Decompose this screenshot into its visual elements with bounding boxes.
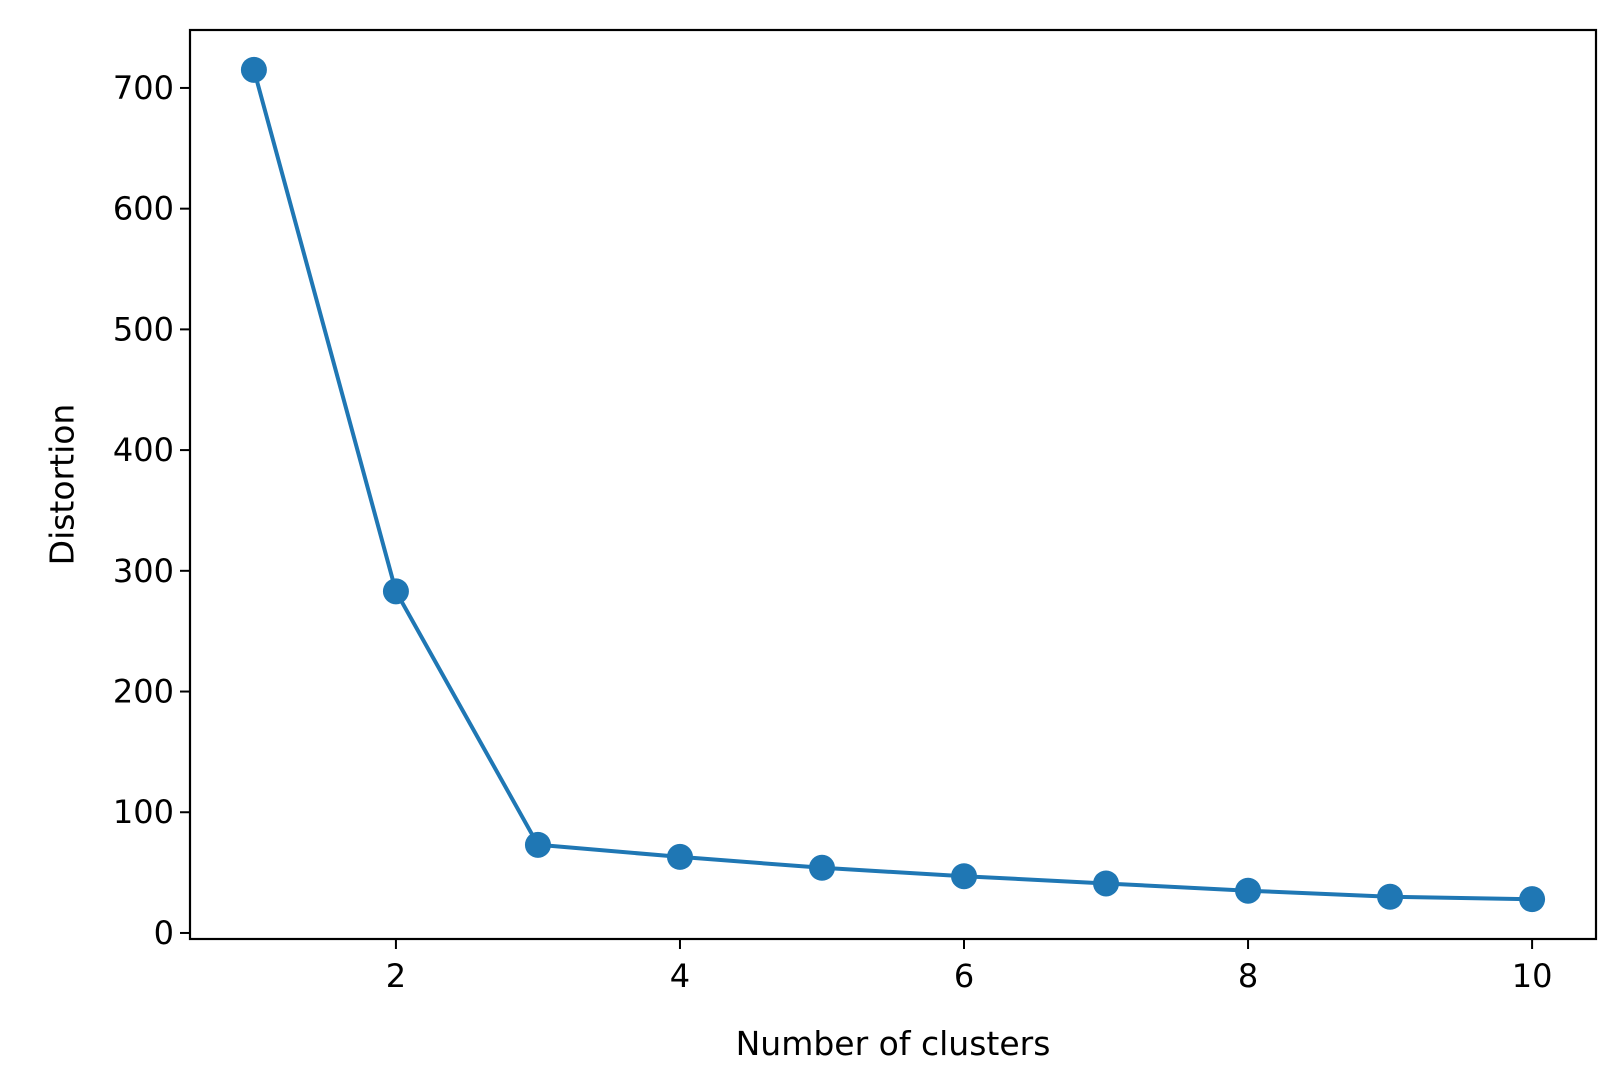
- data-point: [1235, 877, 1262, 904]
- data-point: [382, 578, 409, 605]
- data-point: [666, 843, 693, 870]
- y-tick-label: 600: [113, 190, 174, 228]
- axes-frame: [188, 28, 1598, 941]
- x-axis: 2 4 6 8 10: [386, 939, 1553, 995]
- y-tick-label: 500: [113, 310, 174, 348]
- y-tick-label: 100: [113, 793, 174, 831]
- y-axis-title: Distortion: [43, 404, 82, 566]
- data-point: [524, 831, 551, 858]
- data-point: [240, 56, 267, 83]
- x-axis-title: Number of clusters: [736, 1024, 1051, 1063]
- data-point: [1093, 870, 1120, 897]
- y-tick-label: 700: [113, 69, 174, 107]
- y-tick-label: 0: [154, 914, 174, 952]
- data-point: [1519, 886, 1546, 913]
- series-line: [251, 69, 1533, 902]
- data-point: [951, 863, 978, 890]
- y-tick-label: 200: [113, 673, 174, 711]
- data-point: [808, 854, 835, 881]
- y-tick-label: 400: [113, 431, 174, 469]
- y-tick-label: 300: [113, 552, 174, 590]
- y-axis: 0 100 200 300 400 500 600 700: [113, 69, 190, 952]
- x-tick-label: 8: [1238, 957, 1258, 995]
- series-layer: [240, 56, 1546, 913]
- x-tick-label: 2: [386, 957, 406, 995]
- data-point: [1377, 883, 1404, 910]
- x-tick-label: 4: [670, 957, 690, 995]
- x-tick-label: 6: [954, 957, 974, 995]
- x-tick-label: 10: [1512, 957, 1553, 995]
